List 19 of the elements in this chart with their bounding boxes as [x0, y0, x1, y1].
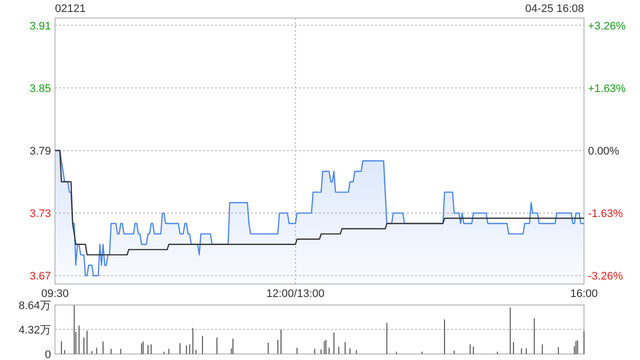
- y-tick-label: 3.91: [30, 20, 51, 32]
- y-tick-label: 3.79: [30, 145, 51, 158]
- chart-title: 02121: [55, 3, 86, 15]
- y2-tick-label: -1.63%: [588, 208, 624, 220]
- x-tick-label: 12:00/13:00: [266, 288, 325, 300]
- line-series: [54, 150, 585, 256]
- x-tick-label: 16:00: [570, 288, 598, 300]
- y-tick-label: 3.85: [30, 82, 51, 95]
- chart-subtitle: 04-25 16:08: [525, 3, 584, 15]
- y-tick-label: 8.64万: [18, 300, 51, 312]
- y-tick-label: 3.67: [30, 270, 51, 283]
- y2-tick-label: +1.63%: [588, 82, 626, 95]
- y2-tick-label: -3.26%: [588, 270, 624, 283]
- x-tick-label: 09:30: [41, 288, 69, 300]
- y-tick-label: 4.32万: [18, 324, 51, 336]
- y-tick-label: 0: [44, 349, 51, 360]
- y2-tick-label: +3.26%: [588, 20, 626, 32]
- y-tick-label: 3.73: [30, 208, 51, 220]
- y2-tick-label: 0.00%: [588, 145, 620, 158]
